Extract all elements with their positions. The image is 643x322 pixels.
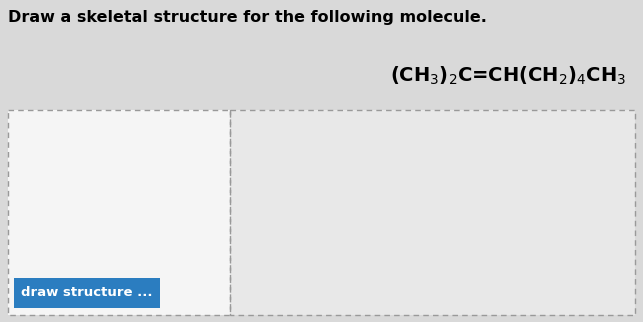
Bar: [8, 110, 230, 315]
Text: draw structure ...: draw structure ...: [21, 287, 153, 299]
Bar: [230, 110, 635, 315]
Bar: [8, 110, 230, 315]
Bar: [230, 110, 635, 315]
Bar: [14, 278, 160, 308]
Text: Draw a skeletal structure for the following molecule.: Draw a skeletal structure for the follow…: [8, 10, 487, 25]
Text: (CH$_3$)$_2$C=CH(CH$_2$)$_4$CH$_3$: (CH$_3$)$_2$C=CH(CH$_2$)$_4$CH$_3$: [390, 65, 626, 87]
